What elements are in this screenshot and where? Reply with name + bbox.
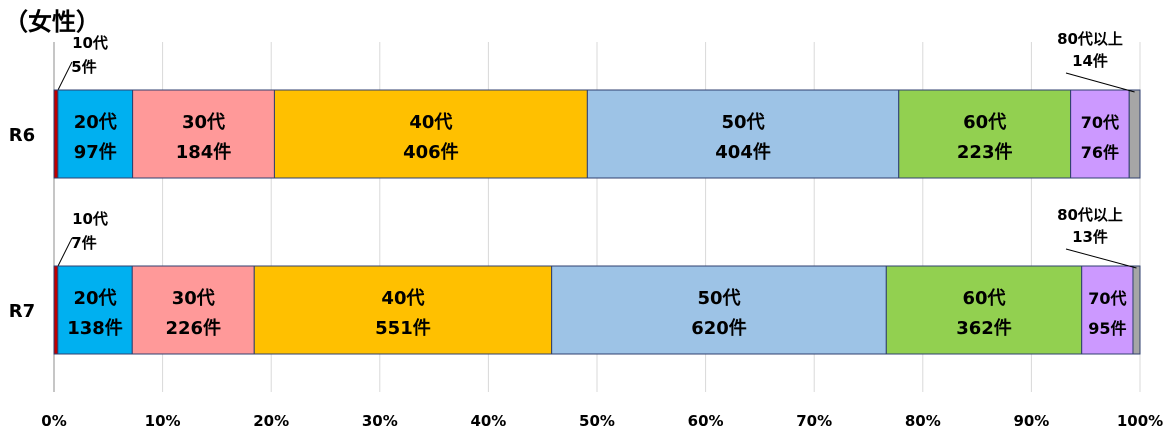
- data-label: 13件: [1072, 228, 1108, 246]
- x-tick-label: 20%: [253, 412, 289, 430]
- data-label: 50代: [697, 288, 740, 309]
- leader-line: [1065, 248, 1137, 269]
- data-label: 551件: [375, 317, 431, 339]
- data-label: 20代: [73, 288, 116, 309]
- category-label: R6: [9, 125, 35, 146]
- data-label: 40代: [381, 288, 424, 309]
- data-label: 76件: [1081, 143, 1119, 162]
- bar-segment: [885, 265, 1083, 355]
- bar-segment: [586, 89, 900, 179]
- data-label: 40代: [409, 112, 452, 133]
- data-label: 80代以上: [1057, 30, 1123, 48]
- x-tick-label: 60%: [688, 412, 724, 430]
- data-label: 70代: [1088, 289, 1126, 308]
- chart-title: （女性）: [4, 8, 100, 36]
- bar-segment: [131, 265, 255, 355]
- data-label: 620件: [691, 317, 747, 339]
- x-tick-label: 50%: [579, 412, 615, 430]
- data-label: 10代: [72, 210, 108, 228]
- data-label: 10代: [72, 34, 108, 52]
- data-label: 70代: [1081, 113, 1119, 132]
- data-label: 5件: [71, 58, 96, 76]
- bar-segment: [57, 89, 134, 179]
- bar-segment: [898, 89, 1072, 179]
- data-label: 404件: [715, 141, 771, 163]
- x-tick-label: 70%: [796, 412, 832, 430]
- data-label: 60代: [962, 288, 1005, 309]
- bar-segment: [253, 265, 553, 355]
- data-label: 226件: [165, 317, 221, 339]
- data-label: 7件: [71, 234, 96, 252]
- x-tick-label: 30%: [362, 412, 398, 430]
- data-label: 30代: [182, 112, 225, 133]
- data-label: 362件: [956, 317, 1012, 339]
- data-label: 406件: [403, 141, 459, 163]
- bar-segment: [53, 89, 59, 179]
- x-tick-label: 40%: [470, 412, 506, 430]
- data-label: 30代: [172, 288, 215, 309]
- data-label: 20代: [74, 112, 117, 133]
- bar-segment: [551, 265, 887, 355]
- data-label: 60代: [963, 112, 1006, 133]
- x-tick-label: 0%: [41, 412, 66, 430]
- data-label: 50代: [722, 112, 765, 133]
- bar-segment: [1128, 89, 1141, 179]
- bar-segment: [57, 265, 133, 355]
- x-tick-label: 10%: [145, 412, 181, 430]
- leader-line: [1065, 72, 1135, 93]
- x-tick-label: 80%: [905, 412, 941, 430]
- x-tick-label: 100%: [1117, 412, 1163, 430]
- x-tick-label: 90%: [1013, 412, 1049, 430]
- data-label: 80代以上: [1057, 206, 1123, 224]
- data-label: 184件: [176, 141, 232, 163]
- data-label: 14件: [1072, 52, 1108, 70]
- data-label: 95件: [1088, 319, 1126, 338]
- bar-segment: [1081, 265, 1134, 355]
- leader-line: [57, 237, 73, 267]
- bar-segment: [132, 89, 275, 179]
- bar-segment: [273, 89, 588, 179]
- bar-segment: [1132, 265, 1141, 355]
- data-label: 97件: [74, 141, 117, 163]
- bar-segment: [1070, 89, 1130, 179]
- category-label: R7: [9, 301, 35, 322]
- data-label: 138件: [67, 317, 123, 339]
- leader-line: [57, 61, 73, 91]
- bar-segment: [53, 265, 59, 355]
- data-label: 223件: [957, 141, 1013, 163]
